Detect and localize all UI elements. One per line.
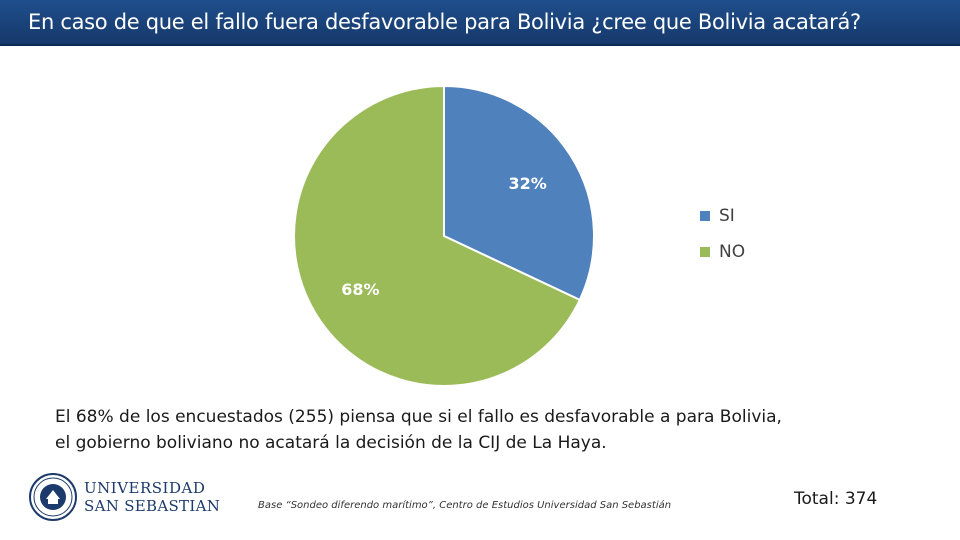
legend-item-si: SI	[700, 205, 745, 227]
legend-swatch-si	[700, 211, 710, 221]
title-bar: En caso de que el fallo fuera desfavorab…	[0, 0, 960, 46]
university-seal-icon	[29, 473, 77, 521]
slide-title: En caso de que el fallo fuera desfavorab…	[28, 10, 861, 34]
data-label-no: 68%	[341, 280, 379, 299]
legend-label-si: SI	[719, 206, 735, 226]
source-note: Base “Sondeo diferendo marítimo”, Centro…	[258, 500, 672, 511]
total-count: Total: 374	[794, 489, 878, 509]
legend-item-no: NO	[700, 241, 745, 263]
data-label-si: 32%	[508, 174, 546, 193]
logo-text-line-1: UNIVERSIDAD	[84, 479, 206, 497]
pie-slice-si	[443, 84, 595, 302]
summary-line-2: el gobierno boliviano no acatará la deci…	[55, 433, 607, 453]
legend-label-no: NO	[719, 242, 746, 262]
legend-swatch-no	[700, 247, 710, 257]
summary-line-1: El 68% de los encuestados (255) piensa q…	[55, 407, 782, 427]
pie-slice-no	[293, 84, 582, 387]
summary-text: El 68% de los encuestados (255) piensa q…	[55, 404, 935, 456]
university-logo: UNIVERSIDAD SAN SEBASTIAN	[28, 472, 220, 522]
logo-text-line-2: SAN SEBASTIAN	[84, 497, 221, 515]
chart-legend: SI NO	[700, 205, 745, 277]
